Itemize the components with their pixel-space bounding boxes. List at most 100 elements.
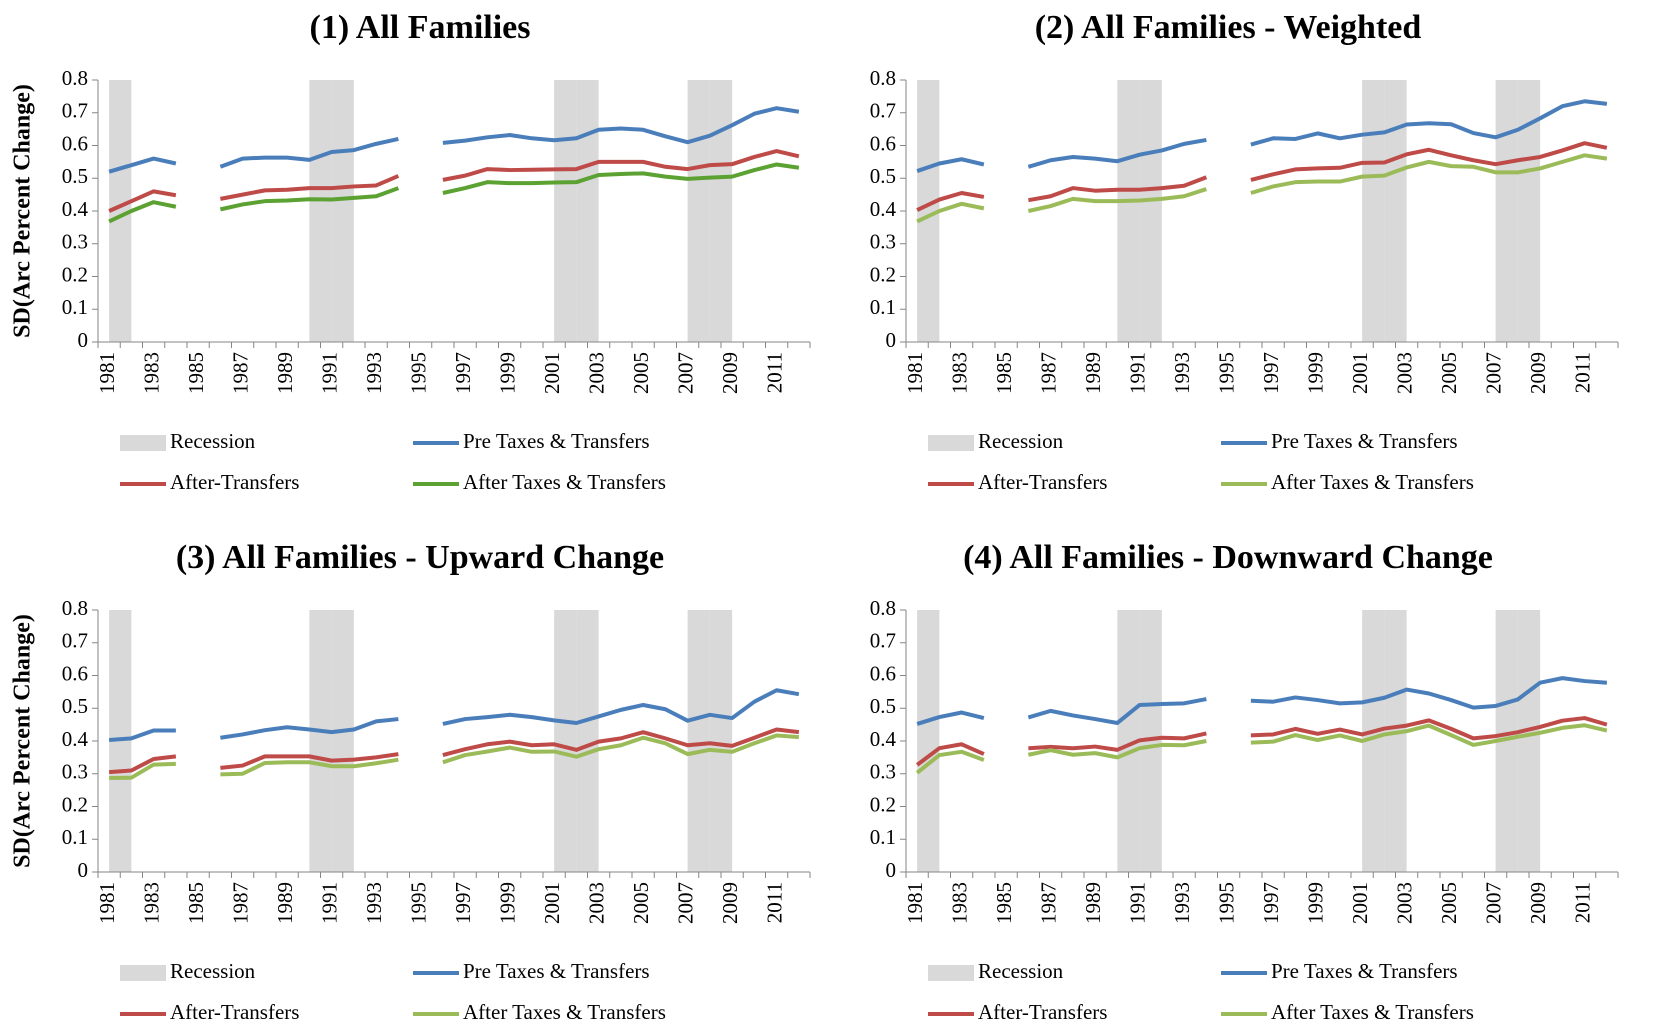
x-tick-label: 1997	[451, 882, 475, 924]
x-tick-label: 1989	[273, 352, 297, 394]
series-line	[916, 141, 1608, 212]
x-tick-label: 2001	[1348, 882, 1372, 924]
y-tick-label: 0.7	[62, 99, 88, 123]
y-tick-label: 0.2	[870, 792, 896, 816]
y-tick-label: 0	[78, 328, 89, 352]
y-tick-label: 0.4	[870, 727, 897, 751]
legend-label: Pre Taxes & Transfers	[1271, 959, 1458, 983]
x-tick-label: 1991	[317, 352, 341, 394]
x-tick-label: 1983	[947, 352, 971, 394]
series-line	[915, 716, 1608, 767]
y-tick-label: 0.5	[870, 164, 896, 188]
recession-bar	[309, 610, 332, 872]
y-tick-label: 0.4	[62, 727, 89, 751]
y-tick-label: 0.6	[870, 131, 896, 155]
legend-label: Recession	[170, 959, 256, 983]
x-tick-label: 1981	[95, 352, 119, 394]
x-tick-label: 1997	[451, 352, 475, 394]
x-tick-label: 2009	[718, 352, 742, 394]
x-tick-label: 1981	[95, 882, 119, 924]
legend-label: After-Transfers	[170, 470, 299, 494]
recession-bar	[554, 610, 577, 872]
legend-swatch	[120, 965, 166, 981]
legend-label: After Taxes & Transfers	[1271, 1000, 1474, 1024]
recession-bar	[109, 80, 132, 342]
x-tick-label: 2005	[629, 352, 653, 394]
y-tick-label: 0.5	[870, 694, 896, 718]
y-tick-label: 0.6	[870, 661, 896, 685]
y-axis-label: SD(Arc Percent Change)	[10, 614, 36, 868]
x-tick-label: 1999	[1303, 352, 1327, 394]
y-tick-label: 0.7	[870, 99, 896, 123]
x-tick-label: 2007	[1481, 882, 1505, 924]
recession-bar	[1517, 80, 1541, 342]
x-tick-label: 2007	[1481, 352, 1505, 394]
x-tick-label: 1993	[1170, 352, 1194, 394]
recession-bar	[331, 610, 354, 872]
chart-title: (4) All Families - Downward Change	[963, 539, 1493, 576]
legend-label: After-Transfers	[978, 470, 1107, 494]
x-tick-label: 2003	[584, 882, 608, 924]
x-tick-label: 1983	[947, 882, 971, 924]
recession-bar	[309, 80, 332, 342]
series-line	[915, 723, 1608, 775]
y-tick-label: 0.8	[62, 66, 88, 90]
y-tick-label: 0	[886, 328, 897, 352]
x-tick-label: 2011	[762, 352, 786, 393]
recession-bar	[1384, 80, 1407, 342]
recession-bar	[1495, 610, 1518, 872]
x-tick-label: 1997	[1259, 352, 1283, 394]
x-tick-label: 1987	[1036, 882, 1060, 924]
series-line	[108, 688, 800, 743]
x-tick-label: 1999	[495, 882, 519, 924]
x-tick-label: 2011	[1570, 882, 1594, 923]
x-tick-label: 1987	[228, 352, 252, 394]
legend-label: Recession	[978, 429, 1064, 453]
x-tick-label: 2007	[673, 352, 697, 394]
legend-label: After Taxes & Transfers	[463, 1000, 666, 1024]
chart-title: (1) All Families	[310, 9, 531, 46]
y-tick-label: 0.1	[62, 825, 88, 849]
x-tick-label: 1995	[406, 352, 430, 394]
y-tick-label: 0.2	[870, 262, 896, 286]
series-line	[916, 153, 1608, 224]
y-tick-label: 0.4	[870, 197, 897, 221]
y-tick-label: 0.5	[62, 694, 88, 718]
legend-label: Recession	[170, 429, 256, 453]
x-tick-label: 1995	[406, 882, 430, 924]
x-tick-label: 1989	[1081, 882, 1105, 924]
recession-bar	[576, 80, 599, 342]
y-tick-label: 0.8	[62, 596, 88, 620]
y-tick-label: 0.6	[62, 131, 88, 155]
x-tick-label: 2009	[1526, 352, 1550, 394]
y-tick-label: 0	[78, 858, 89, 882]
recession-bar	[1384, 610, 1407, 872]
x-tick-label: 2005	[1437, 352, 1461, 394]
x-tick-label: 1989	[1081, 352, 1105, 394]
recession-bar	[1495, 80, 1518, 342]
x-tick-label: 1993	[1170, 882, 1194, 924]
x-tick-label: 1985	[184, 882, 208, 924]
x-tick-label: 2009	[718, 882, 742, 924]
y-tick-label: 0.7	[870, 629, 896, 653]
x-tick-label: 1999	[495, 352, 519, 394]
recession-bar	[709, 80, 733, 342]
x-tick-label: 1995	[1214, 882, 1238, 924]
x-tick-label: 1985	[992, 352, 1016, 394]
recession-bar	[1117, 610, 1140, 872]
x-tick-label: 1997	[1259, 882, 1283, 924]
x-tick-label: 1987	[1036, 352, 1060, 394]
y-tick-label: 0.3	[62, 230, 88, 254]
recession-bar	[1362, 610, 1385, 872]
series-line	[109, 733, 800, 781]
recession-bar	[687, 80, 710, 342]
recession-bar	[1139, 80, 1162, 342]
series-line	[916, 99, 1608, 173]
x-tick-label: 1999	[1303, 882, 1327, 924]
recession-bar	[1362, 80, 1385, 342]
x-tick-label: 2005	[1437, 882, 1461, 924]
y-tick-label: 0.7	[62, 629, 88, 653]
x-tick-label: 1981	[903, 352, 927, 394]
